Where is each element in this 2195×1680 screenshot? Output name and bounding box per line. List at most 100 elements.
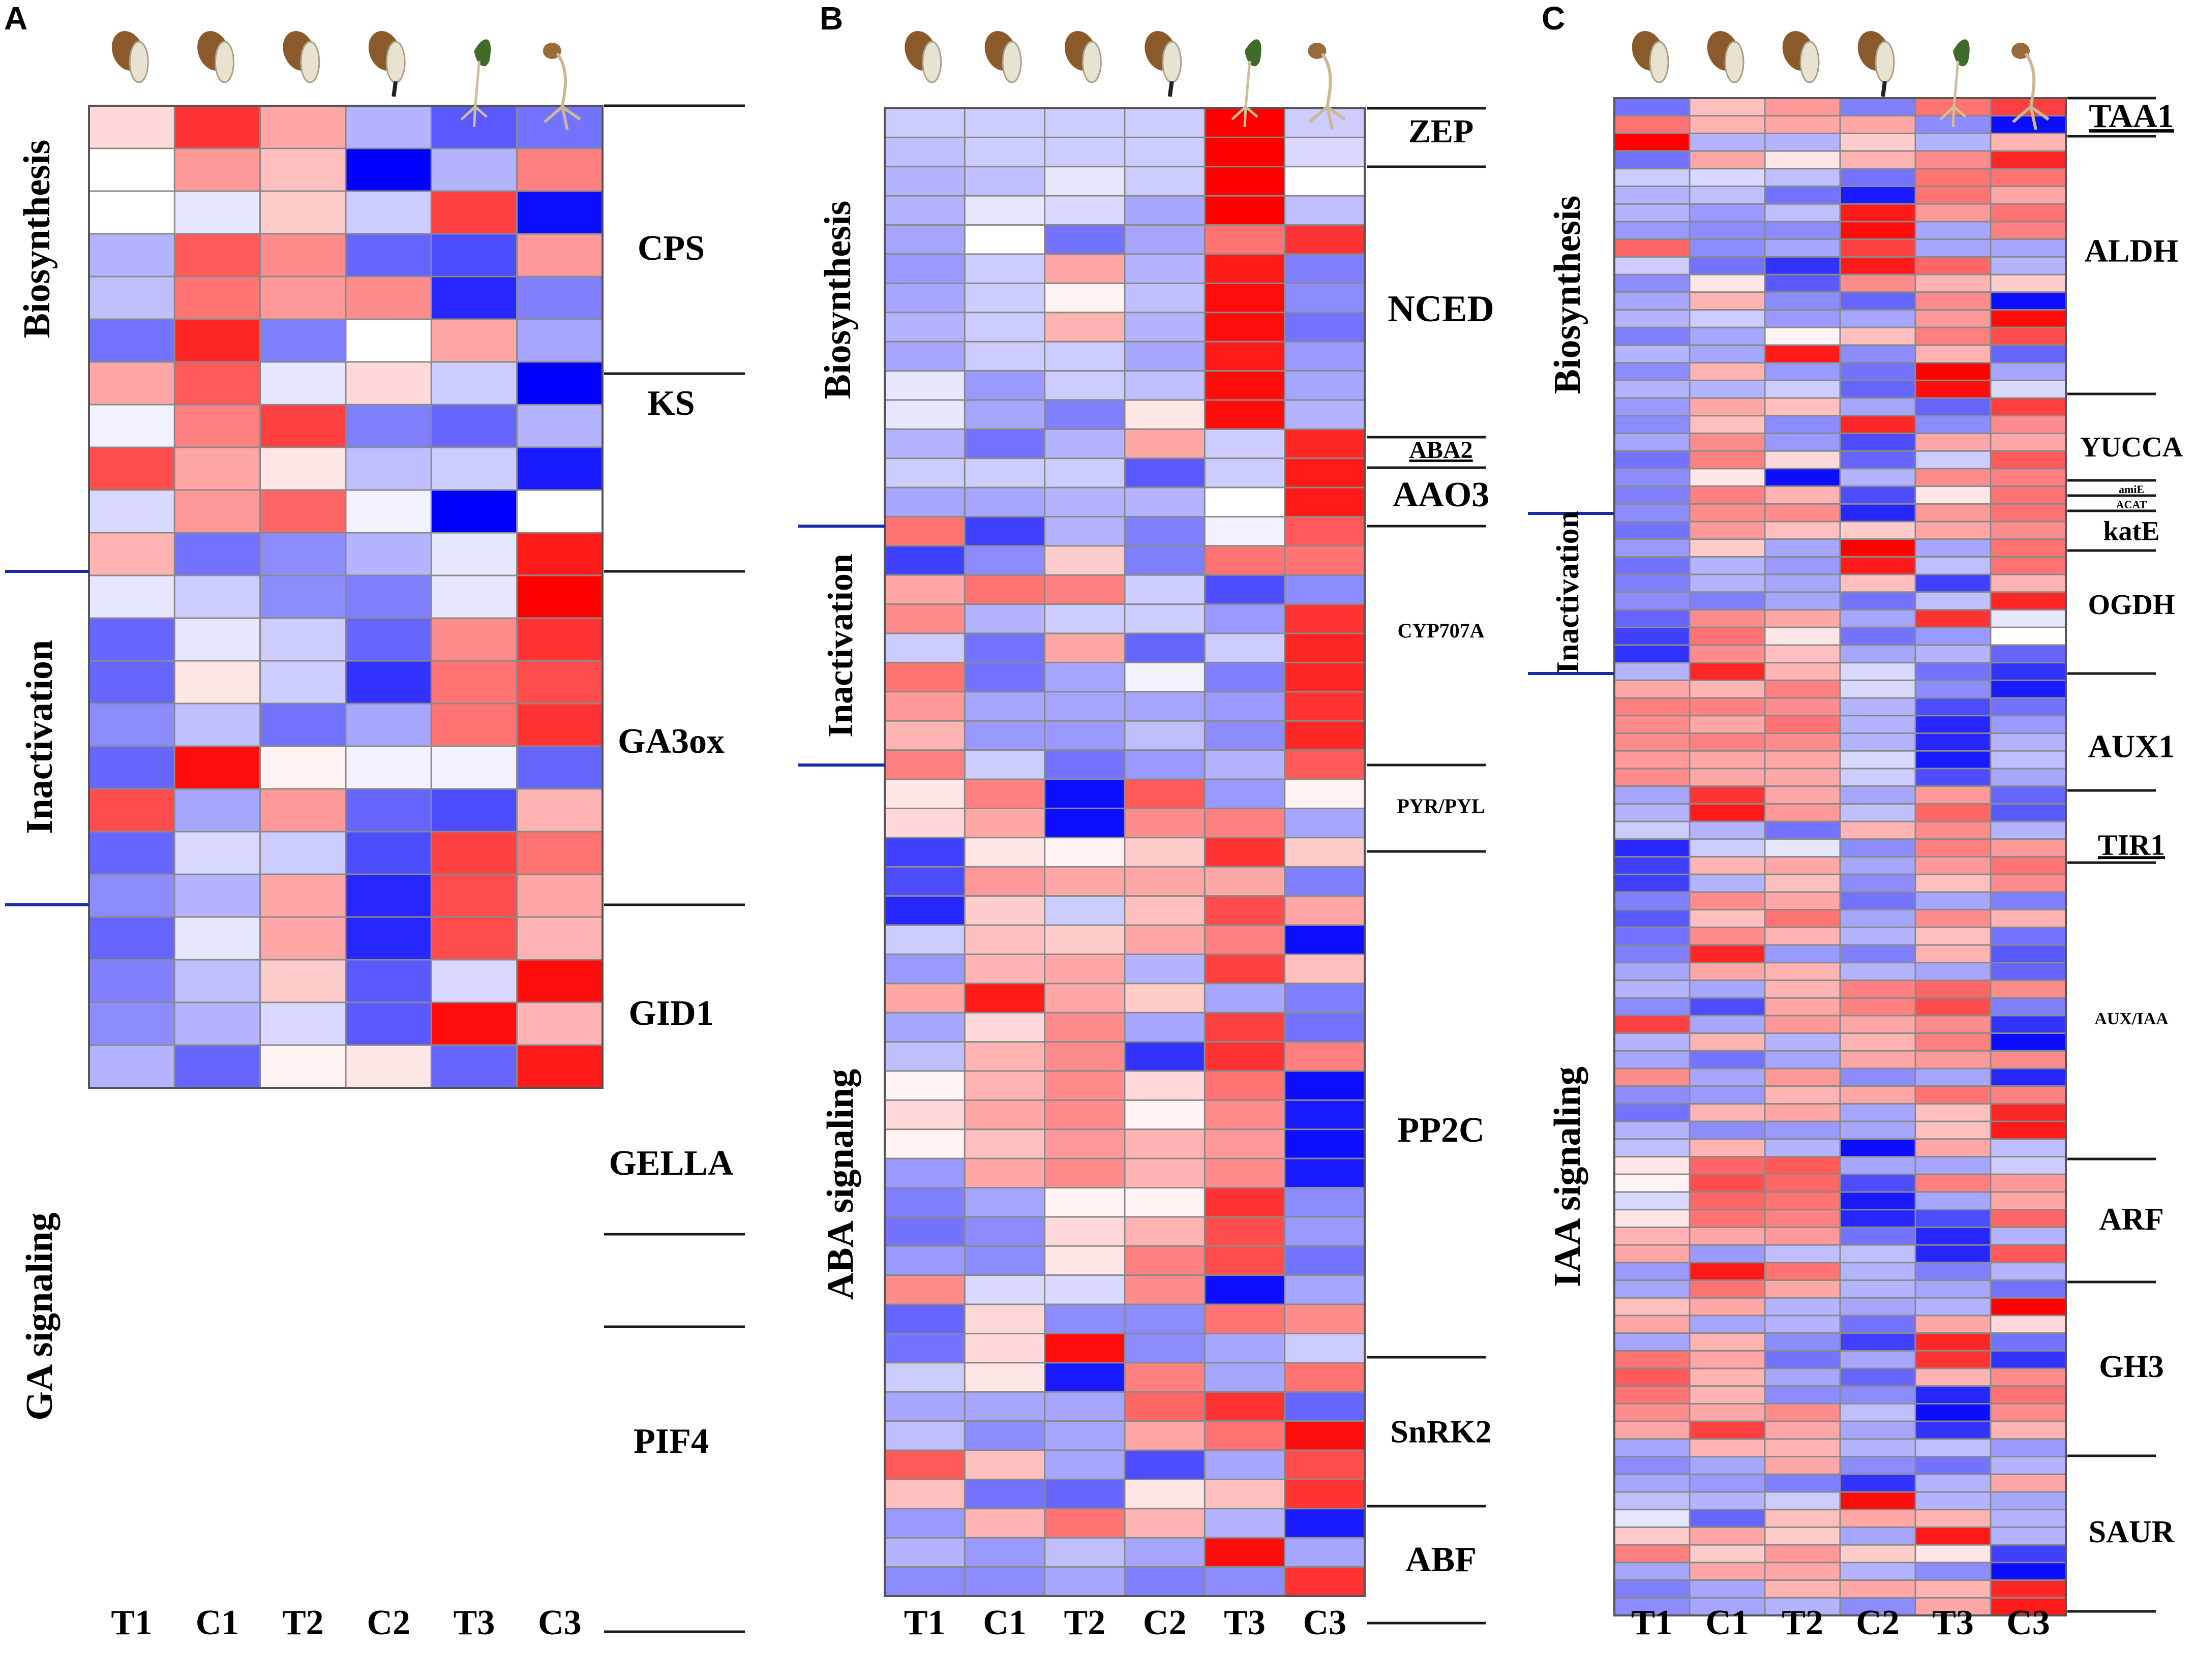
heatmap-cell xyxy=(1839,432,1916,452)
heatmap-cell xyxy=(1613,1050,1691,1070)
heatmap-cell xyxy=(1613,379,1691,399)
heatmap-cell xyxy=(884,1041,966,1072)
heatmap-cell xyxy=(1044,224,1126,255)
heatmap-cell xyxy=(964,1274,1046,1305)
heatmap-cell xyxy=(1839,997,1916,1017)
heatmap-cell xyxy=(1990,1156,2067,1175)
heatmap-cell xyxy=(1284,866,1366,897)
heatmap-cell xyxy=(964,953,1046,985)
heatmap-cell xyxy=(1613,1138,1691,1158)
heatmap-cell xyxy=(516,660,604,705)
heatmap-cell xyxy=(1284,1216,1366,1247)
heatmap-cell xyxy=(884,1362,966,1393)
heatmap-cell xyxy=(1613,397,1691,417)
heatmap-cell xyxy=(259,959,347,1003)
heatmap-cell xyxy=(1839,838,1916,858)
heatmap-cell xyxy=(1044,953,1126,985)
heatmap-cell xyxy=(345,276,432,320)
heatmap-cell xyxy=(1204,1099,1286,1131)
heatmap-cell xyxy=(1124,778,1206,809)
heatmap-cell xyxy=(1990,556,2067,575)
heatmap-cell xyxy=(173,959,261,1003)
heatmap-cell xyxy=(1764,926,1841,946)
heatmap-cell xyxy=(1914,485,1992,505)
heatmap-cell xyxy=(1839,1050,1916,1070)
heatmap-cell xyxy=(884,1332,966,1364)
heatmap-cell xyxy=(173,532,261,576)
heatmap-cell xyxy=(1839,450,1916,470)
heatmap-cell xyxy=(259,1001,347,1046)
heatmap-cell xyxy=(1044,924,1126,955)
heatmap-cell xyxy=(1613,238,1691,258)
heatmap-cell xyxy=(964,107,1046,138)
heatmap-cell xyxy=(430,617,518,662)
heatmap-cell xyxy=(1764,873,1841,893)
heatmap-cell xyxy=(1764,1420,1841,1440)
heatmap-cell xyxy=(1990,379,2067,399)
heatmap-cell xyxy=(1613,362,1691,381)
heatmap-cell xyxy=(259,190,347,235)
heatmap-cell xyxy=(1839,1420,1916,1440)
heatmap-cell xyxy=(1613,1509,1691,1528)
heatmap-cell xyxy=(1990,344,2067,364)
heatmap-cell xyxy=(345,1001,432,1046)
heatmap-cell xyxy=(1764,97,1841,117)
heatmap-cell xyxy=(964,866,1046,897)
heatmap-cell xyxy=(1839,1226,1916,1246)
heatmap-cell xyxy=(964,515,1046,547)
heatmap-cell xyxy=(884,282,966,314)
heatmap-cell xyxy=(1839,221,1916,240)
heatmap-cell xyxy=(1689,803,1766,822)
heatmap-cell xyxy=(516,916,604,961)
heatmap-cell xyxy=(1124,1478,1206,1510)
heatmap-cell xyxy=(88,617,175,662)
heatmap-cell xyxy=(1764,626,1841,646)
heatmap-cell xyxy=(1124,1303,1206,1334)
heatmap-cell xyxy=(1284,953,1366,985)
heatmap-cell xyxy=(1124,486,1206,517)
gene-label: TAA1 xyxy=(2089,98,2174,135)
heatmap-cell xyxy=(1044,895,1126,926)
heatmap-cell xyxy=(884,895,966,926)
heatmap-cell xyxy=(1284,224,1366,255)
heatmap-cell xyxy=(1990,926,2067,946)
heatmap-cell xyxy=(430,318,518,363)
heatmap-cell xyxy=(1689,873,1766,893)
heatmap-cell xyxy=(1839,256,1916,276)
heatmap-cell xyxy=(1044,1099,1126,1131)
heatmap-cell xyxy=(1990,838,2067,858)
heatmap-cell xyxy=(1204,720,1286,751)
heatmap-cell xyxy=(1204,195,1286,226)
heatmap-cell xyxy=(1124,1420,1206,1451)
heatmap-cell xyxy=(1613,1191,1691,1211)
heatmap-cell xyxy=(1914,909,1992,928)
heatmap-cell xyxy=(88,702,175,747)
heatmap-cell xyxy=(1124,1187,1206,1218)
heatmap-cell xyxy=(1990,1226,2067,1246)
heatmap-cell xyxy=(345,105,432,149)
seed-T1-icon xyxy=(1632,31,1669,83)
heatmap-cell xyxy=(173,446,261,491)
heatmap-cell xyxy=(1764,1015,1841,1034)
heatmap-cell xyxy=(1124,953,1206,985)
heatmap-cell xyxy=(1914,1456,1992,1475)
heatmap-cell xyxy=(1764,1103,1841,1122)
heatmap-cell xyxy=(1284,107,1366,138)
heatmap-cell xyxy=(1839,415,1916,434)
heatmap-cell xyxy=(964,778,1046,809)
heatmap-cell xyxy=(964,807,1046,839)
heatmap-cell xyxy=(1839,1315,1916,1334)
heatmap-cell xyxy=(88,788,175,833)
heatmap-cell xyxy=(1284,1420,1366,1451)
heatmap-cell xyxy=(884,486,966,517)
heatmap-cell xyxy=(964,574,1046,605)
heatmap-cell xyxy=(1764,379,1841,399)
heatmap-cell xyxy=(1613,538,1691,558)
heatmap-cell xyxy=(1839,697,1916,717)
heatmap-cell xyxy=(1689,256,1766,276)
heatmap-cell xyxy=(1689,1244,1766,1264)
heatmap-cell xyxy=(516,745,604,790)
heatmap-cell xyxy=(1764,768,1841,787)
seed-C2-icon xyxy=(368,31,406,97)
